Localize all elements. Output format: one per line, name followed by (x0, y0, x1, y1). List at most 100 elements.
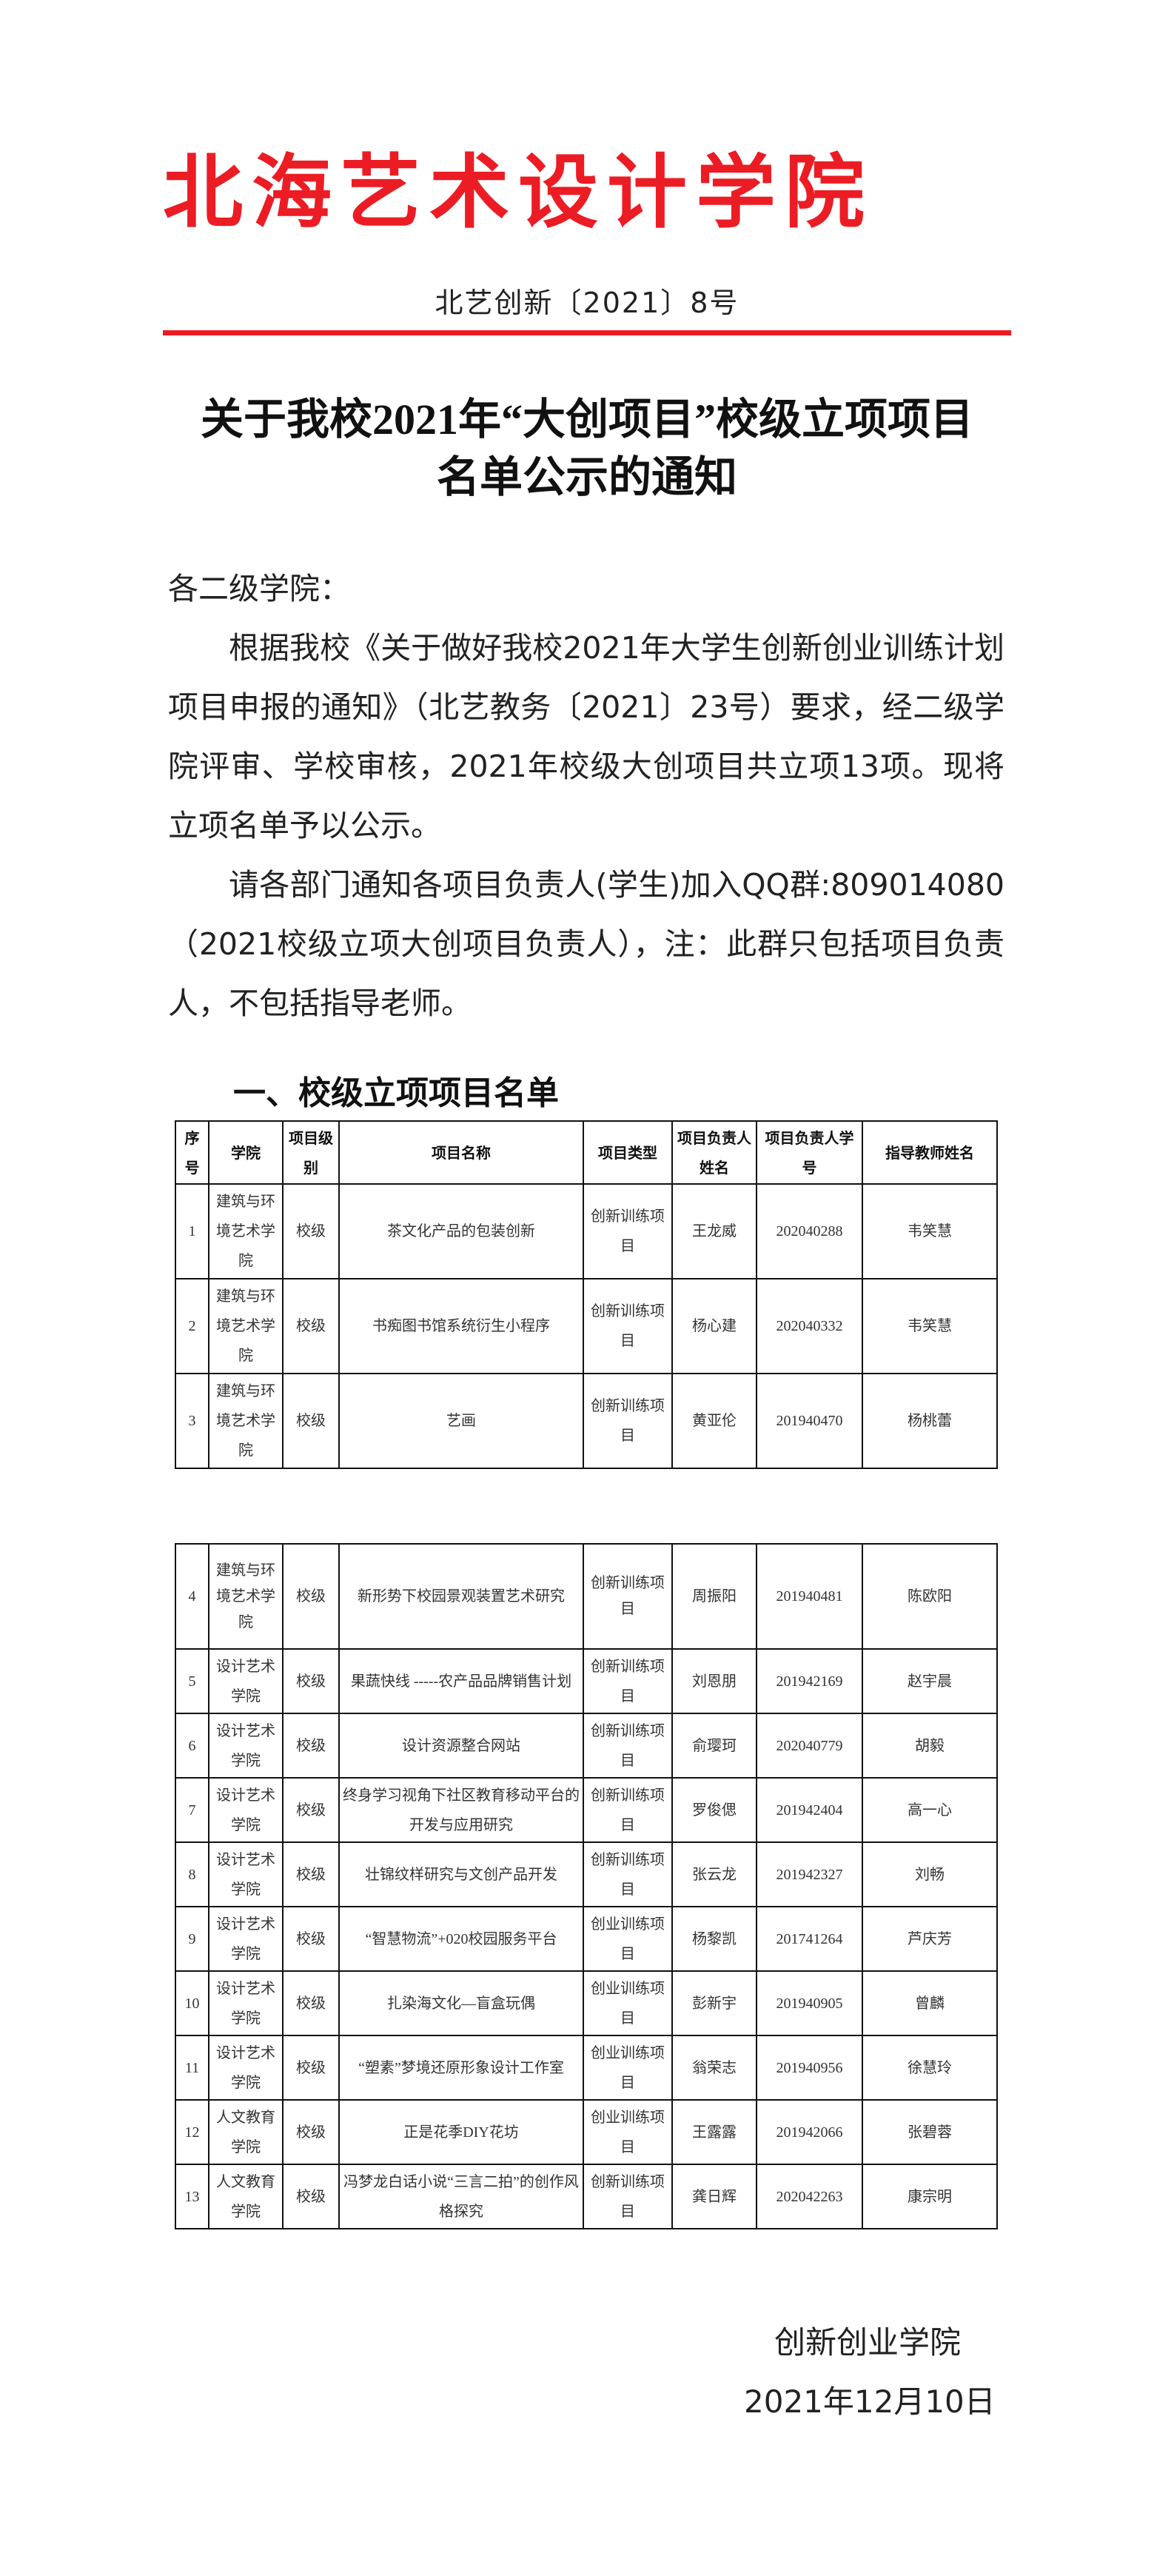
section-heading: 一、校级立项项目名单 (233, 1074, 559, 1112)
cell-leader-id: 201942066 (756, 2099, 863, 2165)
cell-index: 11 (175, 2035, 209, 2101)
table-row: 12 人文教育学院 校级 正是花季DIY花坊 创业训练项目 王露露 201942066 张碧蓉 (175, 2099, 998, 2165)
table-row: 8 设计艺术学院 校级 壮锦纹样研究与文创产品开发 创新训练项目 张云龙 201942327… (175, 1841, 998, 1907)
cell-leader-name: 俞璎珂 (671, 1713, 757, 1779)
cell-college: 建筑与环境艺术学院 (208, 1543, 284, 1650)
paragraph-1: 根据我校《关于做好我校2021年大学生创新创业训练计划项目申报的通知》（北艺教务… (168, 630, 1004, 843)
heading-line-1: 关于我校2021年“大创项目”校级立项项目 (200, 395, 973, 444)
cell-college: 设计艺术学院 (208, 1970, 284, 2036)
cell-index: 4 (175, 1543, 209, 1650)
table-row: 3 建筑与环境艺术学院 校级 艺画 创新训练项目 黄亚伦 201940470 杨桃蕾 (175, 1373, 998, 1469)
column-header-advisor-name: 指导教师姓名 (862, 1120, 998, 1185)
cell-college: 人文教育学院 (208, 2099, 284, 2165)
project-table-part-1: 序号 学院 项目级别 项目名称 项目类型 项目负责人姓名 项目负责人学号 指导教师姓名 1 建筑与… (175, 1120, 998, 1469)
cell-project-type: 创新训练项目 (583, 1543, 673, 1650)
cell-level: 校级 (282, 1278, 340, 1374)
cell-advisor-name: 张碧蓉 (862, 2099, 998, 2165)
cell-advisor-name: 韦笑慧 (862, 1183, 998, 1279)
heading-line-2: 名单公示的通知 (436, 453, 737, 501)
cell-leader-id: 201942327 (756, 1841, 863, 1907)
cell-level: 校级 (282, 1841, 340, 1907)
cell-leader-id: 202040332 (756, 1278, 863, 1374)
cell-project-name: 果蔬快线 -----农产品品牌销售计划 (338, 1648, 584, 1714)
cell-level: 校级 (282, 2035, 340, 2101)
cell-advisor-name: 韦笑慧 (862, 1278, 998, 1374)
cell-college: 设计艺术学院 (208, 1777, 284, 1843)
cell-index: 2 (175, 1278, 209, 1374)
cell-project-name: 艺画 (338, 1373, 584, 1469)
cell-index: 6 (175, 1713, 209, 1779)
cell-advisor-name: 徐慧玲 (862, 2035, 998, 2101)
cell-index: 5 (175, 1648, 209, 1714)
table-row: 13 人文教育学院 校级 冯梦龙白话小说“三言二拍”的创作风格探究 创新训练项目 龚日辉 2… (175, 2164, 998, 2229)
cell-project-type: 创新训练项目 (583, 1777, 673, 1843)
signature-organization: 创新创业学院 (774, 2324, 962, 2361)
cell-advisor-name: 胡毅 (862, 1713, 998, 1779)
cell-project-name: “塑素”梦境还原形象设计工作室 (338, 2035, 584, 2101)
column-header-index: 序号 (175, 1120, 209, 1185)
salutation: 各二级学院： (168, 571, 350, 606)
cell-index: 7 (175, 1777, 209, 1843)
cell-project-name: 终身学习视角下社区教育移动平台的开发与应用研究 (338, 1777, 584, 1843)
cell-level: 校级 (282, 1373, 340, 1469)
cell-project-type: 创新训练项目 (583, 1713, 673, 1779)
cell-project-type: 创业训练项目 (583, 2099, 673, 2165)
cell-level: 校级 (282, 1906, 340, 1972)
cell-project-type: 创业训练项目 (583, 2035, 673, 2101)
cell-college: 建筑与环境艺术学院 (208, 1373, 284, 1469)
cell-project-type: 创新训练项目 (583, 1841, 673, 1907)
cell-project-type: 创新训练项目 (583, 1183, 673, 1279)
table-row: 1 建筑与环境艺术学院 校级 茶文化产品的包装创新 创新训练项目 王龙威 202040288… (175, 1183, 998, 1279)
cell-project-type: 创新训练项目 (583, 1373, 673, 1469)
cell-college: 建筑与环境艺术学院 (208, 1183, 284, 1279)
red-divider (163, 330, 1011, 335)
cell-leader-id: 201741264 (756, 1906, 863, 1972)
cell-leader-id: 201940956 (756, 2035, 863, 2101)
column-header-leader-id: 项目负责人学号 (756, 1120, 863, 1185)
cell-college: 设计艺术学院 (208, 1906, 284, 1972)
cell-project-name: 正是花季DIY花坊 (338, 2099, 584, 2165)
table-header-row: 序号 学院 项目级别 项目名称 项目类型 项目负责人姓名 项目负责人学号 指导教师姓名 (175, 1120, 998, 1185)
cell-index: 10 (175, 1970, 209, 2036)
cell-index: 1 (175, 1183, 209, 1279)
cell-leader-name: 杨黎凯 (671, 1906, 757, 1972)
table-row: 2 建筑与环境艺术学院 校级 书痴图书馆系统衍生小程序 创新训练项目 杨心建 2020403… (175, 1278, 998, 1374)
cell-index: 9 (175, 1906, 209, 1972)
project-table-part-2: 4 建筑与环境艺术学院 校级 新形势下校园景观装置艺术研究 创新训练项目 周振阳 20194… (175, 1543, 998, 2229)
cell-level: 校级 (282, 1970, 340, 2036)
paragraph-2: 请各部门通知各项目负责人(学生)加入QQ群:809014080（2021校级立项… (168, 867, 1004, 1021)
cell-college: 设计艺术学院 (208, 1713, 284, 1779)
cell-level: 校级 (282, 1777, 340, 1843)
cell-index: 8 (175, 1841, 209, 1907)
cell-college: 人文教育学院 (208, 2164, 284, 2229)
cell-leader-id: 201940481 (756, 1543, 863, 1650)
column-header-level: 项目级别 (282, 1120, 340, 1185)
document-number: 北艺创新〔2021〕8号 (435, 287, 739, 319)
cell-leader-name: 黄亚伦 (671, 1373, 757, 1469)
cell-project-name: 设计资源整合网站 (338, 1713, 584, 1779)
cell-advisor-name: 杨桃蕾 (862, 1373, 998, 1469)
cell-leader-name: 王龙威 (671, 1183, 757, 1279)
cell-college: 设计艺术学院 (208, 2035, 284, 2101)
cell-advisor-name: 陈欧阳 (862, 1543, 998, 1650)
cell-leader-id: 201942169 (756, 1648, 863, 1714)
cell-project-name: 新形势下校园景观装置艺术研究 (338, 1543, 584, 1650)
table-row: 7 设计艺术学院 校级 终身学习视角下社区教育移动平台的开发与应用研究 创新训练项目 罗俊… (175, 1777, 998, 1843)
cell-level: 校级 (282, 1183, 340, 1279)
cell-advisor-name: 康宗明 (862, 2164, 998, 2229)
cell-leader-id: 201942404 (756, 1777, 863, 1843)
cell-leader-name: 刘恩朋 (671, 1648, 757, 1714)
cell-leader-name: 彭新宇 (671, 1970, 757, 2036)
cell-leader-name: 周振阳 (671, 1543, 757, 1650)
cell-level: 校级 (282, 1543, 340, 1650)
cell-advisor-name: 高一心 (862, 1777, 998, 1843)
cell-college: 设计艺术学院 (208, 1841, 284, 1907)
column-header-leader-name: 项目负责人姓名 (671, 1120, 757, 1185)
cell-project-type: 创新训练项目 (583, 2164, 673, 2229)
cell-college: 建筑与环境艺术学院 (208, 1278, 284, 1374)
table-row: 11 设计艺术学院 校级 “塑素”梦境还原形象设计工作室 创业训练项目 翁荣志 201940… (175, 2035, 998, 2101)
cell-advisor-name: 刘畅 (862, 1841, 998, 1907)
cell-project-name: 冯梦龙白话小说“三言二拍”的创作风格探究 (338, 2164, 584, 2229)
table-row: 4 建筑与环境艺术学院 校级 新形势下校园景观装置艺术研究 创新训练项目 周振阳 20194… (175, 1543, 998, 1650)
cell-college: 设计艺术学院 (208, 1648, 284, 1714)
